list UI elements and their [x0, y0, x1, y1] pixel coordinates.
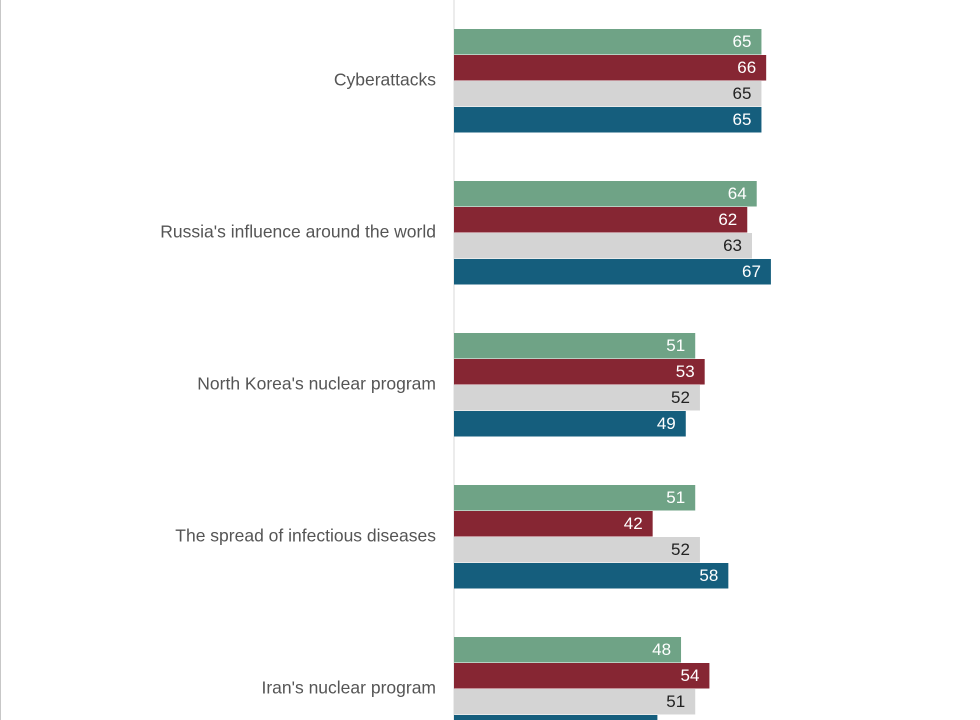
bar — [454, 715, 658, 720]
bar — [454, 663, 710, 689]
bar-value-label: 43 — [628, 718, 647, 720]
bar — [454, 359, 705, 385]
bar-value-label: 65 — [733, 84, 752, 103]
category-label: Russia's influence around the world — [160, 222, 436, 242]
bar-value-label: 66 — [737, 58, 756, 77]
bar — [454, 207, 748, 233]
bar-value-label: 63 — [723, 236, 742, 255]
bar — [454, 637, 682, 663]
bar-value-label: 54 — [680, 666, 699, 685]
bar-value-label: 51 — [666, 692, 685, 711]
bar-value-label: 67 — [742, 262, 761, 281]
bar — [454, 81, 762, 107]
bar — [454, 55, 767, 81]
bar-value-label: 65 — [733, 32, 752, 51]
bar-value-label: 52 — [671, 388, 690, 407]
bar-value-label: 48 — [652, 640, 671, 659]
bar — [454, 333, 696, 359]
bar — [454, 563, 729, 589]
category-label: North Korea's nuclear program — [197, 374, 436, 394]
frame-edge — [0, 0, 1, 720]
bar-value-label: 58 — [699, 566, 718, 585]
bar-value-label: 52 — [671, 540, 690, 559]
bar-value-label: 64 — [728, 184, 747, 203]
bar-value-label: 65 — [733, 110, 752, 129]
bar — [454, 485, 696, 511]
bar-value-label: 51 — [666, 336, 685, 355]
bar — [454, 537, 700, 563]
category-label: Iran's nuclear program — [261, 678, 436, 698]
bar — [454, 29, 762, 55]
bar-value-label: 62 — [718, 210, 737, 229]
bar — [454, 411, 686, 437]
bar — [454, 511, 653, 537]
category-label: Cyberattacks — [334, 70, 436, 90]
bar — [454, 181, 757, 207]
bar-value-label: 42 — [624, 514, 643, 533]
bar-value-label: 51 — [666, 488, 685, 507]
bar — [454, 107, 762, 133]
bar-value-label: 53 — [676, 362, 695, 381]
bar — [454, 259, 771, 285]
bar — [454, 233, 752, 259]
category-label: The spread of infectious diseases — [175, 526, 436, 546]
bar-value-label: 49 — [657, 414, 676, 433]
bar — [454, 385, 700, 411]
bar — [454, 689, 696, 715]
